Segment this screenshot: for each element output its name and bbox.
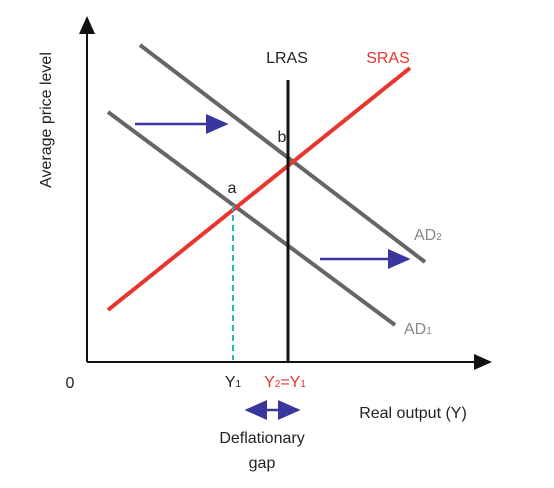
y2-label: Y2=Y1 bbox=[264, 374, 306, 391]
y-axis-label: Average price level bbox=[38, 52, 55, 188]
ad1-label: AD1 bbox=[404, 321, 432, 338]
ad1-curve bbox=[106, 110, 397, 327]
y2-main2: Y bbox=[290, 374, 301, 391]
ad2-label: AD2 bbox=[414, 227, 442, 244]
ad1-sub: 1 bbox=[426, 326, 432, 337]
origin-label: 0 bbox=[66, 375, 75, 392]
ad2-curve bbox=[138, 43, 427, 264]
gap-label: Deflationary bbox=[219, 430, 304, 447]
ad1-main: AD bbox=[404, 321, 426, 338]
y1-main: Y bbox=[225, 374, 236, 391]
x-axis-label: Real output (Y) bbox=[359, 405, 467, 422]
y1-sub: 1 bbox=[236, 379, 242, 390]
y1-label: Y1 bbox=[225, 374, 242, 391]
sras-curve bbox=[106, 66, 412, 312]
gap-label: gap bbox=[249, 455, 276, 472]
sras-label: SRAS bbox=[366, 50, 410, 67]
y2-sub2: 1 bbox=[300, 379, 306, 390]
point-b-label: b bbox=[278, 129, 287, 146]
y2-sub: 2 bbox=[275, 379, 281, 390]
lras-label: LRAS bbox=[266, 50, 308, 67]
ad2-main: AD bbox=[414, 227, 436, 244]
point-a-label: a bbox=[228, 180, 237, 197]
ad2-sub: 2 bbox=[436, 232, 442, 243]
y2-main: Y bbox=[264, 374, 275, 391]
y2-eq: = bbox=[280, 374, 289, 391]
